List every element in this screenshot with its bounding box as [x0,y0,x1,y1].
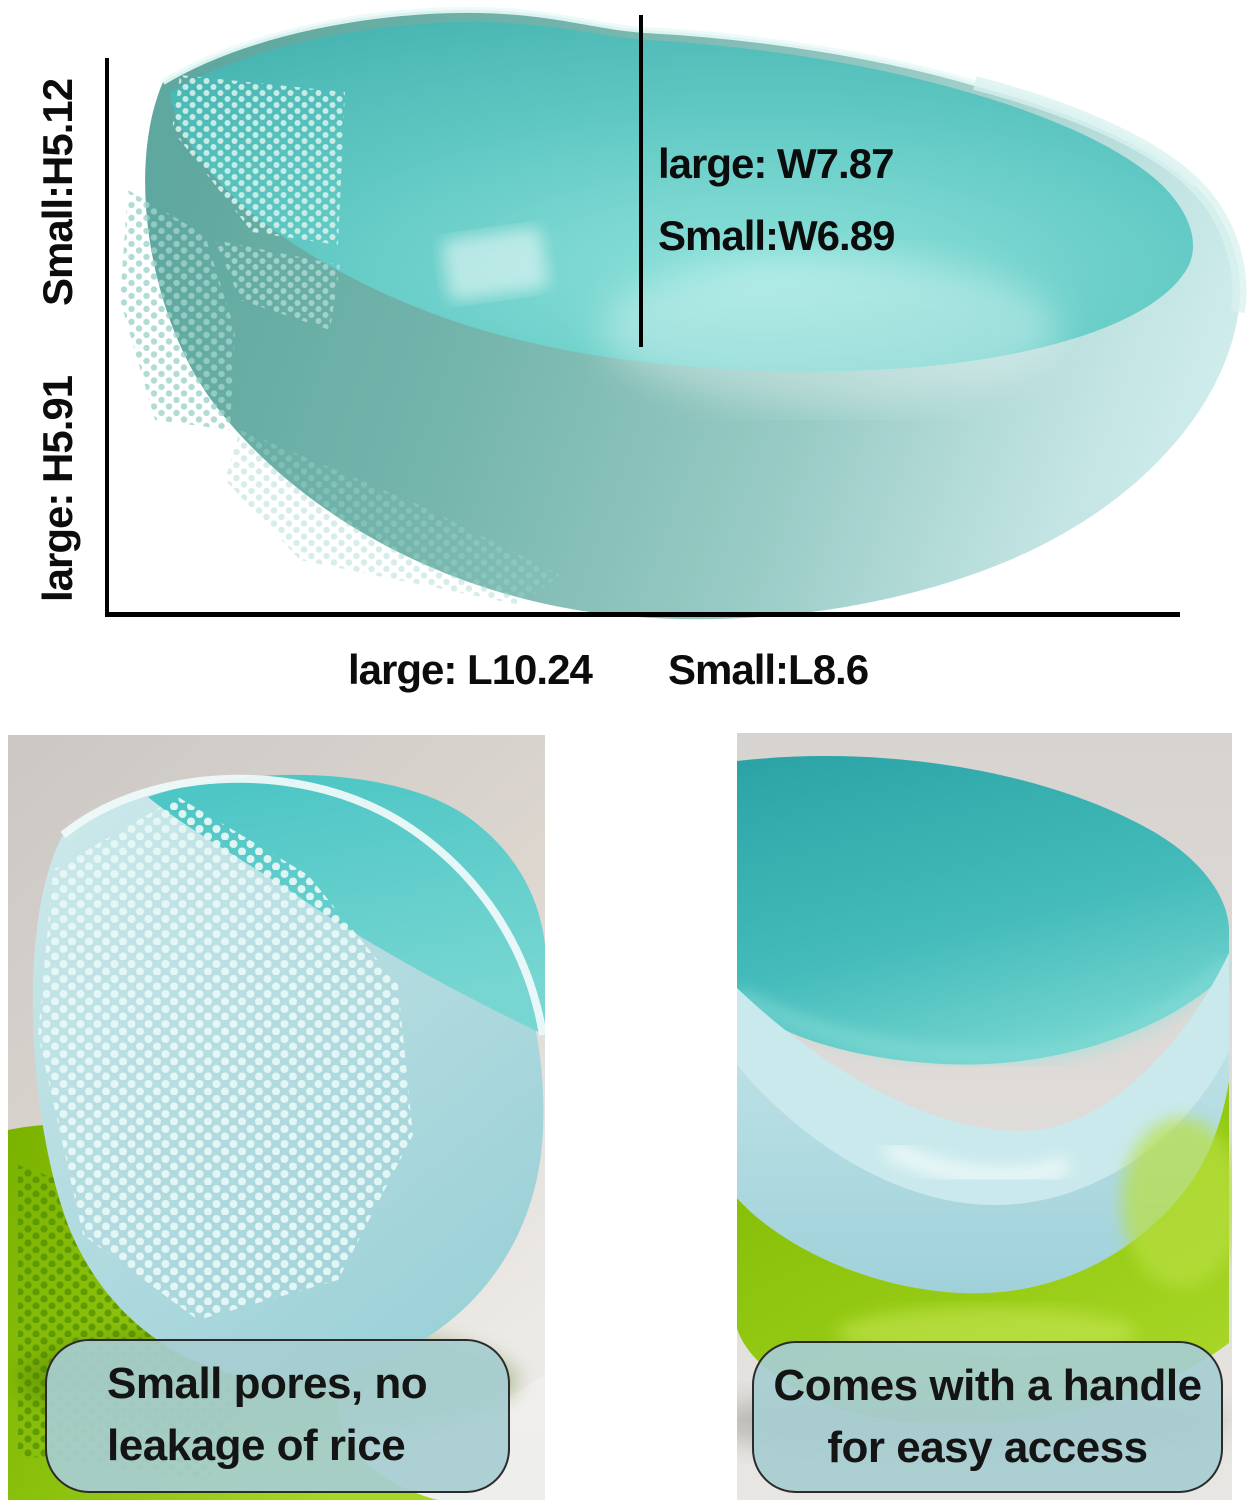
small-height-label: Small:H5.12 [34,78,81,306]
large-length-label: large: L10.24 [348,646,593,693]
perforation-patch-blue [38,797,413,1320]
perforation-patch-interior [172,75,345,245]
large-width-label: large: W7.87 [658,140,894,187]
blue-bowl-rim-handle [737,953,1229,1206]
caption-line: for easy access [827,1422,1148,1472]
blue-bowl-lower-wall [737,1051,1229,1294]
caption-small-pores: Small pores, no leakage of rice [45,1339,510,1493]
main-bowl-photo [120,6,1247,620]
perforation-patch-wall [120,190,235,430]
length-dimension-line [105,612,1180,617]
small-width-label: Small:W6.89 [658,212,895,259]
caption-line: leakage of rice [107,1420,406,1470]
caption-line: Small pores, no [107,1359,428,1408]
caption-handle: Comes with a handle for easy access [752,1341,1223,1493]
blue-bowl-interior [737,756,1229,1065]
caption-line: Comes with a handle [773,1361,1202,1410]
width-dimension-line [639,15,643,347]
small-length-label: Small:L8.6 [668,646,869,693]
height-dimension-line [105,58,109,615]
large-height-label: large: H5.91 [34,375,81,602]
